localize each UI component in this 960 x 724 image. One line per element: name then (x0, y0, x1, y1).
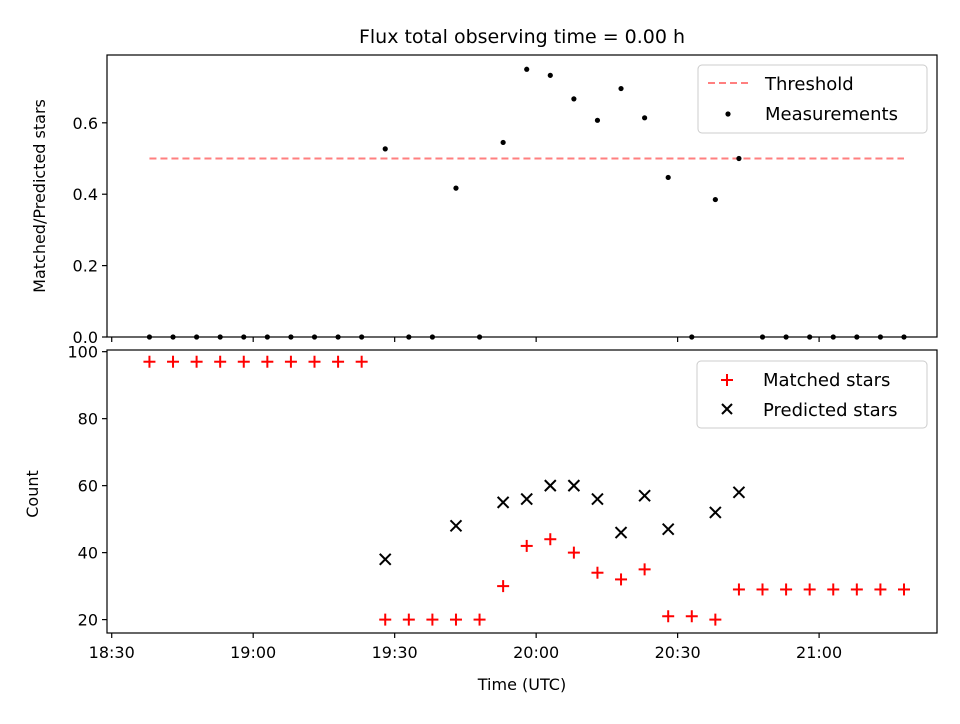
matched-star-point (332, 355, 345, 368)
legend-matched-swatch (721, 374, 733, 386)
predicted-star-point (567, 479, 581, 492)
matched-star-point (709, 613, 722, 626)
bottom-xtick-label: 19:30 (372, 643, 418, 662)
matched-star-point (261, 355, 274, 368)
matched-star-point (473, 613, 486, 626)
measurement-point (594, 117, 601, 123)
bottom-legend-box (696, 360, 928, 429)
matched-star-point (662, 610, 675, 623)
predicted-star-point (661, 522, 675, 536)
matched-star-point (897, 583, 910, 596)
measurement-point (547, 72, 553, 78)
legend-matched-label: Matched stars (763, 370, 890, 391)
bottom-xtick-label: 20:00 (513, 643, 559, 662)
top-title: Flux total observing time = 0.00 h (359, 26, 685, 48)
matched-star-point (402, 613, 415, 626)
measurement-point (500, 139, 506, 146)
bottom-panel: Count Time (UTC) 20 40 60 80 100 18:30 19:00 19… (23, 343, 938, 694)
matched-star-point (827, 583, 840, 596)
matched-star-point (591, 566, 604, 579)
predicted-star-point (709, 506, 722, 519)
measurement-point (712, 196, 718, 203)
matched-star-point (143, 355, 156, 368)
matched-star-point (449, 613, 462, 626)
top-legend-box (697, 64, 928, 134)
measurement-point (571, 96, 577, 102)
measurement-point (453, 185, 459, 191)
matched-star-point (426, 613, 439, 626)
bottom-plot-area: 20 40 60 80 100 18:30 19:00 19:30 20:00 20:30 21:0… (67, 343, 910, 662)
predicted-star-point (614, 526, 628, 539)
matched-star-point (237, 355, 250, 368)
bottom-xtick-label: 20:30 (655, 643, 701, 662)
bottom-xlabel: Time (UTC) (477, 675, 566, 694)
matched-star-point (308, 355, 321, 368)
measurement-point (736, 155, 742, 162)
matched-star-point (874, 583, 887, 596)
matched-star-point (214, 355, 227, 368)
top-panel: Flux total observing time = 0.00 h Match… (30, 26, 938, 347)
matched-star-point (167, 355, 180, 368)
matched-star-point (803, 583, 816, 596)
bottom-ytick-label: 80 (78, 410, 98, 429)
bottom-ytick-label: 100 (67, 343, 98, 362)
bottom-ytick-label: 20 (78, 611, 98, 630)
matched-star-point (190, 355, 203, 368)
matched-star-point (284, 355, 297, 368)
predicted-star-point (496, 496, 510, 509)
predicted-star-point (520, 492, 533, 506)
bottom-xtick-label: 21:00 (796, 643, 842, 662)
top-legend: Threshold Measurements (697, 64, 928, 134)
legend-measurements-label: Measurements (765, 104, 898, 125)
matched-star-point (567, 546, 580, 559)
measurement-point (642, 115, 648, 121)
bottom-ytick-label: 60 (78, 477, 98, 496)
matched-star-point (732, 583, 745, 596)
matched-star-point (497, 580, 510, 593)
matched-star-point (615, 573, 628, 586)
top-axes-frame (106, 54, 938, 338)
matched-star-point (379, 613, 392, 626)
measurement-point (382, 146, 388, 152)
measurement-point (665, 174, 671, 181)
bottom-ylabel: Count (23, 470, 42, 518)
top-ylabel: Matched/Predicted stars (30, 99, 49, 293)
legend-predicted-label: Predicted stars (763, 400, 897, 421)
predicted-star-point (638, 489, 651, 502)
matched-star-point (544, 533, 557, 546)
matched-star-point (780, 583, 793, 596)
bottom-xtick-label: 19:00 (230, 643, 276, 662)
top-ytick-label: 0.0 (73, 328, 98, 347)
bottom-ytick-label: 40 (78, 544, 98, 563)
matched-star-point (850, 583, 863, 596)
legend-measurements-swatch (725, 111, 731, 117)
bottom-legend: Matched stars Predicted stars (696, 360, 928, 429)
matched-star-point (638, 563, 651, 576)
predicted-star-point (379, 553, 392, 566)
predicted-star-point (544, 479, 557, 492)
predicted-star-point (732, 486, 746, 499)
measurement-point (618, 85, 624, 92)
legend-threshold-label: Threshold (764, 74, 854, 95)
top-ytick-label: 0.6 (73, 114, 98, 133)
matched-star-point (756, 583, 769, 596)
top-ytick-label: 0.4 (73, 185, 98, 204)
matched-star-point (685, 610, 698, 623)
bottom-xtick-label: 18:30 (89, 643, 135, 662)
predicted-star-point (449, 519, 463, 533)
bottom-axes-frame (106, 349, 938, 634)
matched-star-point (355, 355, 368, 368)
predicted-star-point (591, 492, 604, 506)
legend-predicted-swatch (721, 403, 733, 415)
matched-star-point (520, 539, 533, 552)
top-ytick-label: 0.2 (73, 257, 98, 276)
measurement-point (524, 66, 530, 72)
